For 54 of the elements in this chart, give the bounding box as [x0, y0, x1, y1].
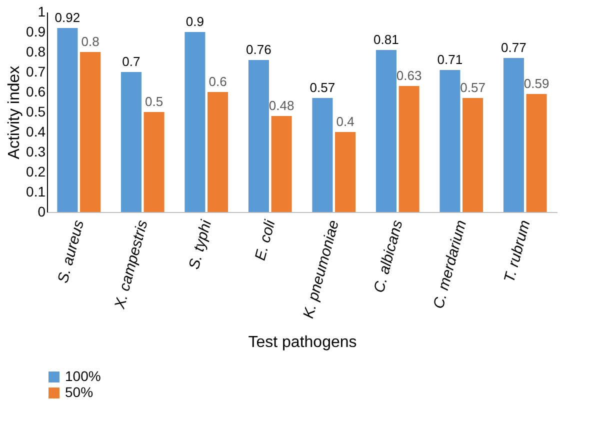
bar	[335, 132, 356, 212]
y-tick-label: 0.6	[26, 84, 46, 100]
x-axis-title: Test pathogens	[248, 334, 357, 352]
data-label: 0.57	[310, 80, 336, 95]
y-tick-label: 0.2	[26, 164, 46, 180]
data-label: 0.71	[437, 52, 463, 67]
bar	[376, 50, 396, 212]
x-tick-label: C. albicans	[370, 218, 406, 295]
x-tick-label: T. rubrum	[500, 218, 534, 284]
bar	[120, 72, 142, 212]
data-label: 0.76	[246, 42, 272, 57]
bar	[503, 58, 524, 212]
data-label: 0.8	[81, 34, 100, 49]
x-tick-label: S. typhi	[186, 218, 216, 272]
data-label: 0.92	[54, 10, 80, 25]
legend-label: 50%	[65, 384, 94, 400]
bar	[80, 52, 101, 212]
bar	[271, 116, 292, 212]
data-label: 0.59	[524, 76, 550, 91]
data-label: 0.4	[336, 114, 354, 129]
data-label: 0.48	[268, 98, 294, 113]
bar	[208, 92, 228, 212]
data-label: 0.81	[374, 32, 399, 47]
data-label: 0.63	[396, 68, 422, 83]
y-tick-label: 1	[38, 4, 46, 20]
bar	[312, 98, 333, 212]
data-label: 0.5	[144, 94, 164, 109]
bar	[57, 28, 78, 212]
data-label: 0.9	[186, 14, 204, 29]
bar	[144, 112, 164, 212]
x-tick-label: X. campestris	[111, 218, 152, 312]
legend-label: 100%	[65, 368, 101, 384]
y-tick-label: 0	[38, 204, 46, 220]
bar	[184, 32, 206, 212]
x-tick-label: E. coli	[252, 218, 279, 262]
data-label: 0.6	[208, 74, 227, 89]
y-tick-label: 0.1	[26, 184, 46, 200]
y-tick-label: 0.4	[26, 124, 46, 140]
data-label: 0.77	[501, 40, 526, 55]
data-label: 0.57	[460, 80, 486, 95]
bar	[398, 86, 420, 212]
bar	[440, 70, 460, 212]
y-tick-label: 0.5	[26, 104, 46, 120]
y-tick-label: 0.9	[26, 24, 46, 40]
bar	[248, 60, 269, 212]
x-tick-label: S. aureus	[54, 218, 88, 285]
bar	[462, 98, 484, 212]
y-tick-label: 0.7	[26, 64, 46, 80]
data-label: 0.7	[122, 54, 140, 69]
y-tick-label: 0.3	[26, 144, 46, 160]
y-axis-title: Activity index	[6, 66, 24, 160]
x-tick-label: C. merdarium	[430, 218, 470, 311]
y-tick-label: 0.8	[26, 44, 46, 60]
bar	[526, 94, 547, 212]
